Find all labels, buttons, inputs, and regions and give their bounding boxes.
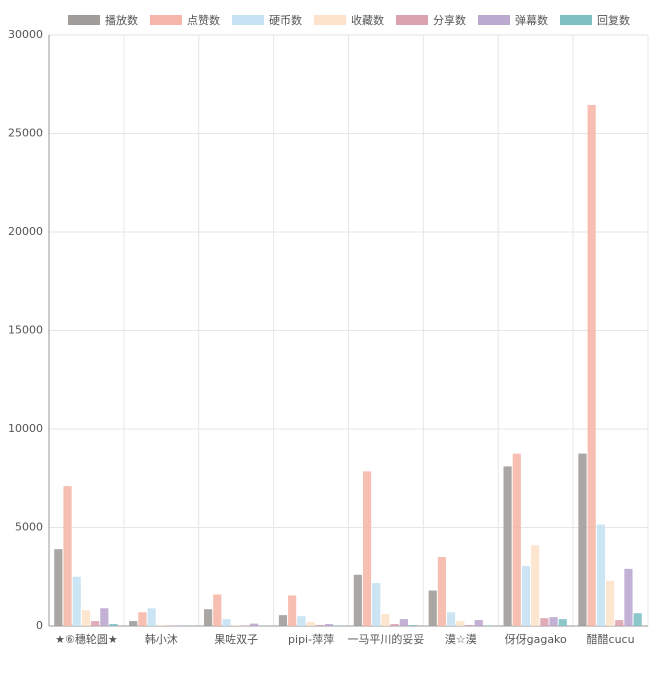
bar <box>428 590 437 626</box>
x-tick-label: 伢伢gagako <box>505 632 567 646</box>
bar <box>521 566 531 626</box>
y-tick-label: 0 <box>36 619 43 632</box>
bar <box>100 608 109 626</box>
bar <box>222 619 231 626</box>
bar <box>156 625 165 626</box>
bar <box>447 612 456 626</box>
bar <box>474 620 483 626</box>
x-tick-label: 韩小沐 <box>145 632 178 646</box>
legend-label[interactable]: 回复数 <box>597 13 630 27</box>
legend-label[interactable]: 分享数 <box>433 13 466 27</box>
legend-label[interactable]: 播放数 <box>105 13 138 27</box>
bar <box>483 625 493 626</box>
bar <box>203 609 213 626</box>
bar <box>362 471 372 626</box>
bar <box>624 568 633 626</box>
y-tick-label: 5000 <box>15 521 43 534</box>
legend-label[interactable]: 收藏数 <box>351 13 384 27</box>
legend-swatch[interactable] <box>314 15 346 25</box>
y-tick-label: 10000 <box>8 422 43 435</box>
legend-swatch[interactable] <box>150 15 182 25</box>
bar <box>353 574 362 626</box>
bar <box>231 625 240 626</box>
x-tick-label: 果咗双子 <box>214 633 258 646</box>
bar <box>531 545 540 626</box>
bar <box>605 580 615 626</box>
bar <box>615 620 624 626</box>
bar <box>138 612 147 626</box>
bar <box>63 486 72 626</box>
bar <box>213 594 222 626</box>
bar <box>129 621 138 626</box>
legend-swatch[interactable] <box>232 15 264 25</box>
legend-swatch[interactable] <box>396 15 428 25</box>
x-tick-label: 漠☆漠 <box>445 633 477 646</box>
x-tick-label: 一马平川的妥妥 <box>347 632 424 646</box>
bar <box>315 625 324 626</box>
bar <box>72 576 81 626</box>
bar <box>109 624 118 626</box>
bar <box>288 595 297 626</box>
legend-label[interactable]: 点赞数 <box>187 14 220 27</box>
bar <box>437 557 447 626</box>
legend-label[interactable]: 弹幕数 <box>515 13 548 27</box>
bar <box>596 524 605 626</box>
bar <box>399 619 408 626</box>
bar <box>578 453 587 626</box>
bar <box>324 624 334 626</box>
bar <box>558 619 567 626</box>
bar <box>372 583 381 626</box>
bar <box>390 624 399 626</box>
bar <box>249 623 259 626</box>
legend-swatch[interactable] <box>478 15 510 25</box>
bar <box>240 625 249 626</box>
bar <box>91 621 100 626</box>
bar <box>81 610 91 626</box>
bar <box>147 608 156 626</box>
bar <box>549 617 558 626</box>
bar <box>587 104 596 626</box>
bar <box>297 616 306 626</box>
bar <box>278 615 288 626</box>
y-tick-label: 30000 <box>8 28 43 41</box>
bar <box>381 614 390 626</box>
bar <box>408 625 418 626</box>
x-tick-label: ★⑥穗轮圆★ <box>55 632 118 646</box>
bar <box>633 613 642 626</box>
y-tick-label: 20000 <box>8 225 43 238</box>
bar <box>175 625 184 626</box>
bar <box>334 625 343 626</box>
bar <box>456 621 465 626</box>
y-tick-label: 25000 <box>8 127 43 140</box>
x-tick-label: pipi-萍萍 <box>288 633 334 646</box>
bar <box>465 625 474 626</box>
bar <box>54 549 63 626</box>
legend-swatch[interactable] <box>560 15 592 25</box>
legend-label[interactable]: 硬币数 <box>269 14 302 27</box>
x-tick-label: 醋醋cucu <box>587 632 635 646</box>
bar <box>540 618 549 626</box>
bar <box>512 453 521 626</box>
y-tick-label: 15000 <box>8 324 43 337</box>
bar <box>306 622 315 626</box>
legend-swatch[interactable] <box>68 15 100 25</box>
bar <box>503 466 512 626</box>
